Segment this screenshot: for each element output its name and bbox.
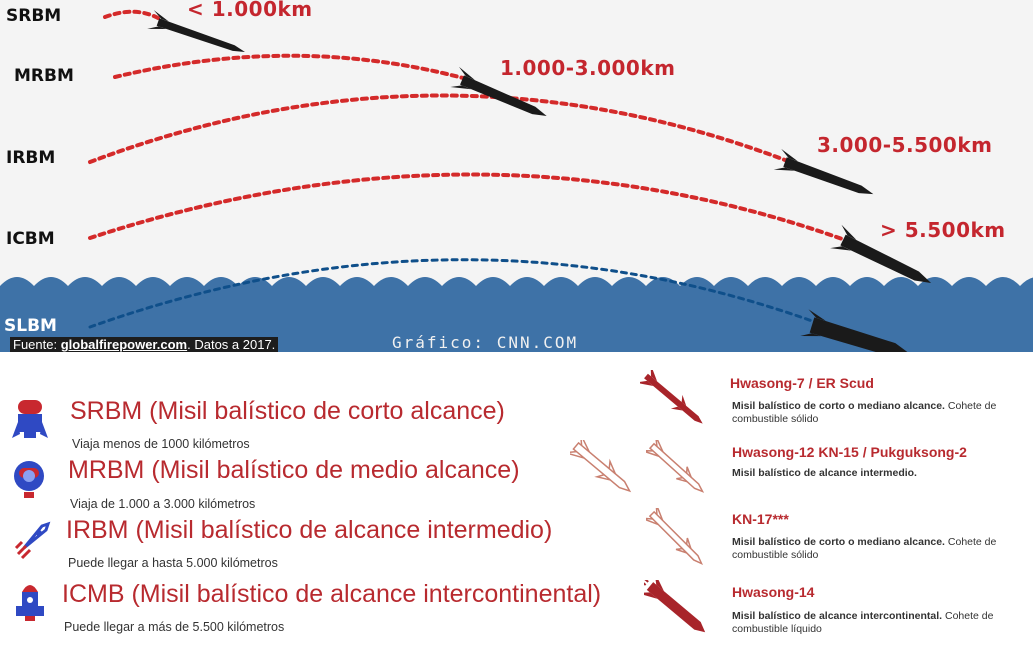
slbm-missile-icon — [800, 309, 913, 352]
category-desc-irbm: Puede llegar a hasta 5.000 kilómetros — [68, 556, 278, 570]
icbm-trajectory — [88, 172, 847, 242]
srbm-missile-icon — [147, 9, 245, 52]
missile-name-hwasong-12: Hwasong-12 KN-15 / Pukguksong-2 — [732, 444, 967, 460]
trajectory-graphic — [0, 9, 1033, 352]
category-title-srbm: SRBM (Misil balístico de corto alcance) — [70, 397, 505, 425]
range-label-irbm: 3.000-5.500km — [817, 133, 993, 157]
range-label-icbm: > 5.500km — [880, 218, 1006, 242]
hwasong-7-missile-icon — [640, 370, 703, 424]
source-prefix: Fuente: — [13, 337, 61, 352]
trajectory-label-slbm: SLBM — [4, 316, 57, 336]
graphic-credit: Gráfico: CNN.COM — [392, 333, 579, 352]
source-note: Fuente: globalfirepower.com. Datos a 201… — [10, 337, 279, 352]
range-label-mrbm: 1.000-3.000km — [500, 56, 676, 80]
missile-desc-hwasong-14: Misil balístico de alcance intercontinen… — [732, 610, 994, 635]
trajectory-label-srbm: SRBM — [6, 6, 62, 26]
hwasong-14-missile-icon — [644, 580, 706, 633]
trajectory-label-icbm: ICBM — [6, 229, 55, 249]
mrbm-missile-icon — [450, 66, 547, 116]
missile-legend: SRBM (Misil balístico de corto alcance) … — [0, 352, 1033, 650]
missile-name-hwasong-7: Hwasong-7 / ER Scud — [730, 375, 874, 391]
category-desc-srbm: Viaja menos de 1000 kilómetros — [72, 437, 250, 451]
rocket-launch-icon — [14, 521, 51, 560]
irbm-missile-icon — [773, 148, 874, 195]
range-label-srbm: < 1.000km — [187, 0, 313, 21]
category-title-mrbm: MRBM (Misil balístico de medio alcance) — [68, 456, 520, 484]
slbm-trajectory — [88, 258, 817, 329]
sea — [0, 277, 1033, 352]
mrbm-trajectory — [113, 53, 465, 80]
trajectory-label-mrbm: MRBM — [14, 66, 74, 86]
rocket-icon — [12, 400, 48, 438]
category-desc-mrbm: Viaja de 1.000 a 3.000 kilómetros — [70, 497, 256, 511]
missile-desc-kn-17: Misil balístico de corto o mediano alcan… — [732, 536, 997, 561]
source-link[interactable]: globalfirepower.com — [60, 337, 188, 352]
missile-desc-hwasong-12: Misil balístico de alcance intermedio. — [732, 467, 917, 479]
hwasong-12-missile-icon — [570, 440, 632, 493]
srbm-trajectory — [103, 9, 160, 20]
source-suffix: . Datos a 2017. — [187, 337, 276, 352]
trajectory-label-irbm: IRBM — [6, 148, 56, 168]
kn-15-missile-icon — [646, 440, 705, 493]
missile-name-hwasong-14: Hwasong-14 — [732, 584, 815, 600]
icbm-missile-icon — [830, 224, 932, 283]
kn-17-missile-icon — [646, 508, 704, 566]
rocket-top-icon — [14, 461, 44, 498]
category-desc-icbm: Puede llegar a más de 5.500 kilómetros — [64, 620, 285, 634]
category-title-irbm: IRBM (Misil balístico de alcance interme… — [66, 516, 553, 544]
rocket-icon — [16, 585, 44, 621]
missile-desc-hwasong-7: Misil balístico de corto o mediano alcan… — [732, 400, 997, 425]
irbm-trajectory — [88, 93, 787, 164]
missile-name-kn-17: KN-17*** — [732, 511, 789, 527]
trajectory-diagram: SRBM MRBM IRBM ICBM SLBM < 1.000km 1.000… — [0, 0, 1033, 352]
category-title-icbm: ICMB (Misil balístico de alcance interco… — [62, 580, 602, 608]
